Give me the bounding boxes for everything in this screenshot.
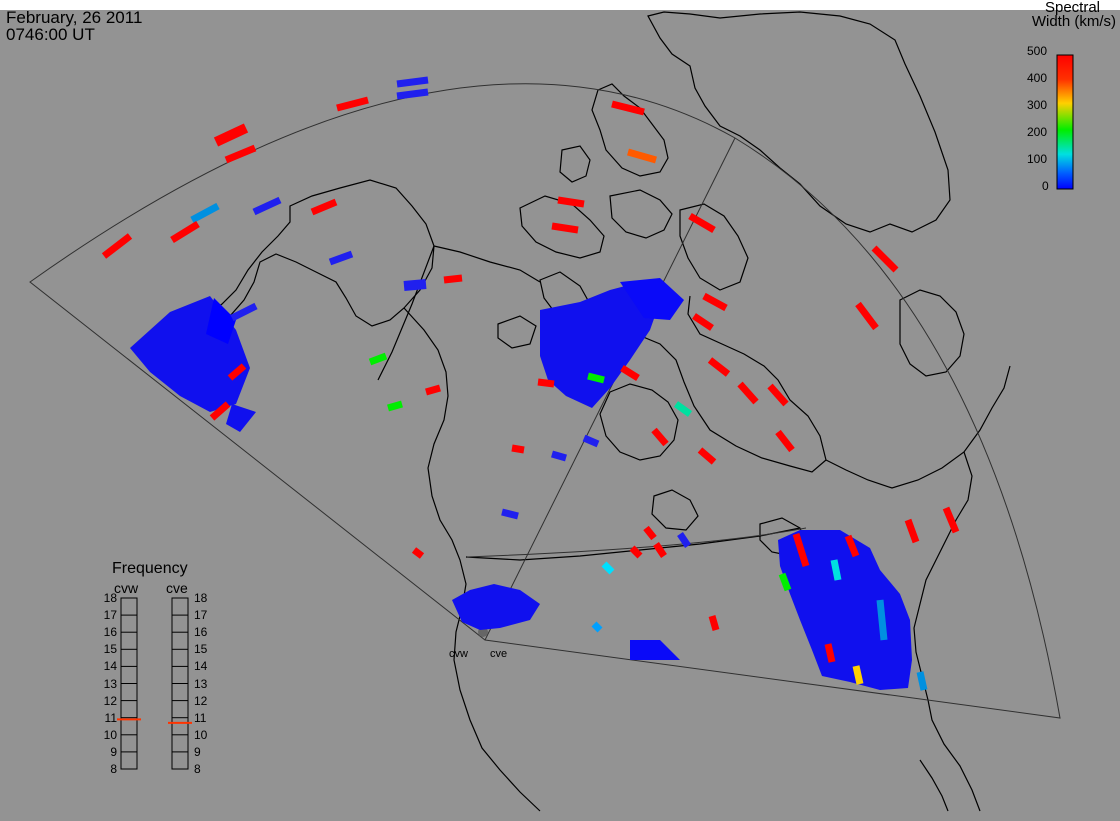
legend-tick-400: 400 [1027,71,1048,85]
frequency-meters [117,597,192,770]
map-canvas [29,11,1061,812]
frequency-scale-label: 11 [194,710,207,725]
radar-label-east: cve [490,648,508,660]
time-label: 0746:00 UT [6,25,95,44]
echo-segments [101,76,960,691]
frequency-scale-label: 11 [104,710,117,725]
legend-tick-0: 0 [1042,179,1049,193]
frequency-radar-right: cve [166,580,188,596]
legend-tick-100: 100 [1027,152,1048,166]
backscatter-echoes [130,278,912,690]
frequency-title: Frequency [112,560,188,577]
frequency-scale-label: 15 [103,642,117,657]
frequency-scale-label: 14 [194,659,208,674]
map-panel [0,10,1120,821]
coastlines [148,11,1011,812]
frequency-scale-label: 13 [194,676,208,691]
legend-title-line2: Width (km/s) [1031,13,1116,30]
frequency-scale-label: 9 [194,744,201,759]
frequency-scale-label: 17 [103,608,117,623]
frequency-radar-left: cvw [114,580,139,596]
legend-title-line1: Spectral [1044,0,1100,16]
frequency-scale-label: 8 [110,762,117,776]
legend-tick-500: 500 [1027,44,1048,58]
frequency-gridlines [121,597,188,770]
frequency-scale-label: 15 [194,642,208,657]
frequency-scale-label: 12 [103,693,117,708]
date-label: February, 26 2011 [6,8,143,27]
frequency-scale-label: 12 [194,693,208,708]
frequency-panel: 18 18 17 17 16 16 15 15 14 14 13 13 12 12 11 11 10 10 9 9 8 8 [90,592,220,776]
radar-label-west: cvw [449,648,468,660]
color-scale-bar [1056,54,1074,190]
legend-tick-300: 300 [1027,98,1048,112]
frequency-scale-label: 13 [103,676,117,691]
legend-tick-200: 200 [1027,125,1048,139]
frequency-scale-label: 10 [103,727,117,742]
frequency-scale-label: 14 [103,659,117,674]
frequency-scale-label: 17 [194,608,208,623]
frequency-scale-label: 16 [194,625,208,640]
frequency-scale-label: 10 [194,727,208,742]
frequency-scale-label: 9 [110,744,117,759]
frequency-scale-label: 8 [194,762,201,776]
frequency-scale-label: 18 [194,591,208,605]
frequency-scale-label: 18 [103,591,117,605]
frequency-scale-label: 16 [103,625,117,640]
